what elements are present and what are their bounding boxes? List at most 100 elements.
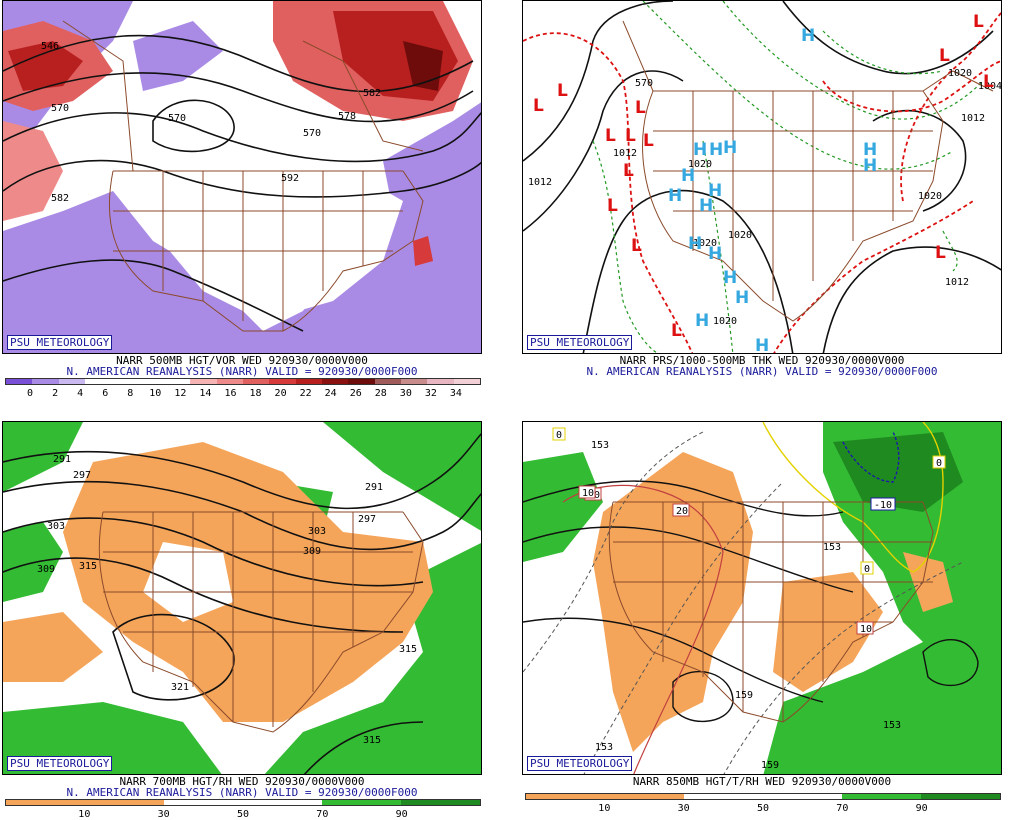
contour-label: 321 (171, 682, 189, 693)
colorbar-tick-label: 6 (102, 388, 109, 399)
map-pressure: 1012 1020 1020 1020 1020 1020 1012 1012 … (522, 0, 1002, 354)
colorbar-tick-label: 32 (424, 388, 437, 399)
colorbar-swatch (190, 379, 217, 384)
thickness-label: 570 (635, 78, 653, 89)
contour-label: 291 (53, 454, 71, 465)
low-center: L (973, 12, 984, 32)
colorbar-swatch (269, 379, 296, 384)
contour-label: 582 (51, 193, 69, 204)
isobar-label: 1020 (713, 316, 737, 327)
contour-label: 159 (761, 760, 779, 771)
contour-label: 309 (37, 564, 55, 575)
colorbar-tick-label: 70 (836, 803, 849, 814)
dry-area-pacific (3, 612, 103, 682)
caption-valid: N. AMERICAN REANALYSIS (NARR) VALID = 92… (586, 365, 938, 378)
colorbar-tick-label: 26 (349, 388, 362, 399)
colorbar-tick-label: 0 (27, 388, 34, 399)
contour-labels-500: 546 570 570 578 582 592 570 582 (41, 41, 381, 204)
colorbar-swatch (763, 794, 803, 799)
colorbar-swatch (960, 794, 1000, 799)
colorbar-swatch (216, 379, 243, 384)
colorbar-swatch (111, 379, 138, 384)
vort-high-area-w (3, 121, 63, 221)
colorbar-swatch (164, 800, 204, 805)
contour-label: 315 (79, 561, 97, 572)
high-center: H (723, 268, 737, 288)
colorbar-swatch (605, 794, 645, 799)
temperature-labels-850: 10 20 10 0 -10 0 0 10 (552, 427, 946, 635)
colorbar-ticks-vorticity: 0 2 4 6 8 10 12 14 16 18 20 22 24 26 28 30 32 34 (5, 388, 481, 399)
colorbar-tick-label: 8 (127, 388, 134, 399)
political-borders (622, 20, 994, 322)
colorbar-tick-label: 50 (756, 803, 770, 814)
high-center: H (693, 140, 707, 160)
moist-area-ne (323, 422, 481, 531)
colorbar-swatch (58, 379, 85, 384)
colorbar-swatch (921, 794, 961, 799)
caption-title: NARR 850MB HGT/T/RH WED 920930/0000V000 (632, 775, 892, 788)
high-center: H (708, 244, 722, 264)
colorbar-swatch (440, 800, 480, 805)
colorbar-tick-label: 30 (677, 803, 690, 814)
colorbar-swatch (163, 379, 191, 384)
low-center: L (605, 126, 616, 146)
temp-label-box: 10 (856, 621, 874, 635)
colorbar-swatch (453, 379, 480, 384)
colorbar-swatch (124, 800, 164, 805)
contour-label: 570 (303, 128, 321, 139)
high-center: H (755, 336, 769, 354)
dry-area-east (773, 572, 883, 692)
contour-labels-700: 291 297 303 309 315 303 309 291 297 315 … (37, 454, 417, 746)
political-borders (98, 511, 424, 733)
isobar-label: 1012 (945, 277, 969, 288)
neutral-area (143, 542, 233, 622)
contour-label: 153 (823, 542, 841, 553)
colorbar-swatch (361, 800, 401, 805)
colorbar-tick-label: 24 (324, 388, 337, 399)
panel-pressure-thickness: 1012 1020 1020 1020 1020 1020 1012 1012 … (522, 0, 1002, 398)
temp-label: 20 (676, 506, 688, 517)
vort-max-se (413, 236, 433, 266)
colorbar-swatch (242, 379, 270, 384)
high-center: H (863, 140, 877, 160)
vort-max-nw (8, 41, 83, 91)
colorbar-swatch (6, 800, 46, 805)
isobar-label: 1012 (528, 177, 552, 188)
colorbar-swatch (348, 379, 375, 384)
temp-label-box: 0 (860, 561, 874, 575)
temp-label: 10 (582, 488, 594, 499)
colorbar-swatch (137, 379, 164, 384)
contour-label: 153 (591, 440, 609, 451)
temp-label-box: 20 (672, 503, 690, 517)
caption-valid: N. AMERICAN REANALYSIS (NARR) VALID = 92… (66, 786, 418, 799)
map-850mb-svg: 153 153 159 153 159 153 10 20 10 0 -10 0… (523, 422, 1001, 774)
caption-title: NARR 500MB HGT/VOR WED 920930/0000V000 (116, 354, 368, 367)
contour-label: 592 (281, 173, 299, 184)
thickness-red (523, 11, 1001, 353)
contour-label: 153 (595, 742, 613, 753)
colorbar-tick-label: 10 (78, 809, 91, 820)
contour-label: 291 (365, 482, 383, 493)
contour-label: 153 (883, 720, 901, 731)
colorbar-tick-label: 16 (224, 388, 237, 399)
map-700mb-svg: 291 297 303 309 315 303 309 291 297 315 … (3, 422, 481, 774)
colorbar-swatch (374, 379, 401, 384)
high-pressure-centers: H H H H H H H H H H H H H H H H (668, 26, 877, 354)
colorbar-tick-label: 34 (449, 388, 462, 399)
colorbar-tick-label: 50 (236, 809, 250, 820)
height-contours (3, 34, 481, 332)
contour-label: 546 (41, 41, 59, 52)
low-center: L (939, 46, 950, 66)
colorbar-tick-label: 22 (299, 388, 312, 399)
caption-valid: N. AMERICAN REANALYSIS (NARR) VALID = 92… (66, 365, 418, 378)
low-center: L (935, 243, 946, 263)
colorbar-swatch (565, 794, 605, 799)
isobar-label: 1020 (728, 230, 752, 241)
colorbar-tick-label: 30 (399, 388, 412, 399)
moist-core-ne (833, 432, 963, 512)
colorbar-tick-label: 18 (249, 388, 262, 399)
colorbar-tick-label: 70 (316, 809, 329, 820)
high-center: H (735, 288, 749, 308)
pressure-labels: 1012 1020 1020 1020 1020 1020 1012 1012 … (528, 68, 1001, 327)
colorbar-tick-label: 28 (374, 388, 387, 399)
